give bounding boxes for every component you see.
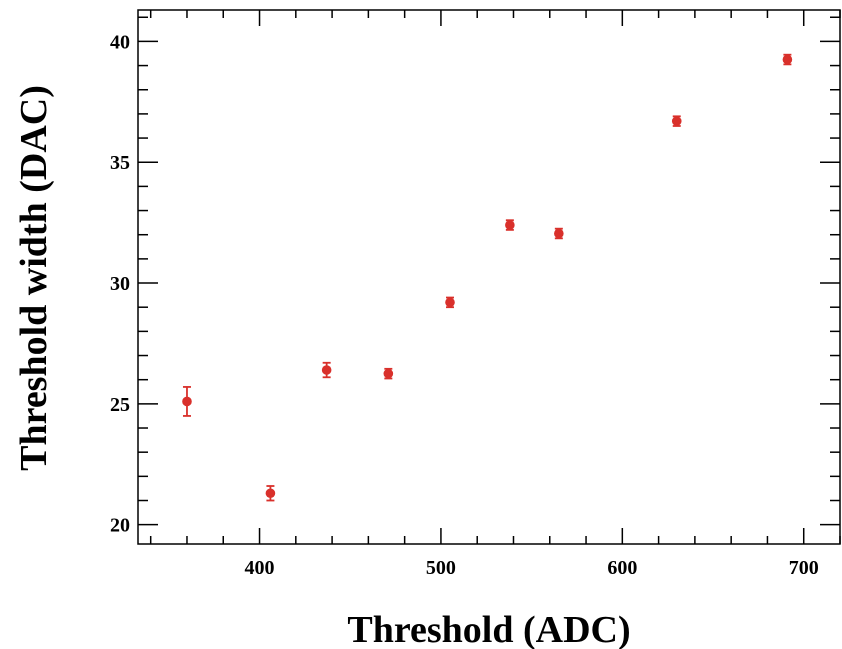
- y-tick-label: 20: [110, 515, 130, 537]
- point-marker: [265, 488, 276, 499]
- data-point: [554, 227, 564, 240]
- point-marker: [321, 365, 332, 375]
- data-point: [265, 485, 276, 502]
- x-tick-labels: 400 500 600 700: [245, 557, 819, 579]
- point-marker: [182, 396, 192, 407]
- point-marker: [671, 116, 682, 126]
- data-point: [782, 53, 793, 66]
- data-points: [182, 53, 793, 502]
- y-tick-label: 25: [110, 394, 130, 416]
- data-point: [505, 219, 515, 231]
- y-axis-title: Threshold width (DAC): [13, 85, 55, 471]
- x-tick-label: 700: [789, 557, 819, 579]
- point-marker: [445, 297, 455, 308]
- y-tick-labels: 20 25 30 35 40: [110, 31, 130, 536]
- y-tick-label: 30: [110, 273, 130, 295]
- data-point: [671, 115, 682, 127]
- x-tick-label: 600: [607, 557, 637, 579]
- y-tick-label: 35: [110, 152, 130, 174]
- point-marker: [383, 368, 394, 379]
- data-point: [383, 367, 394, 380]
- data-point: [445, 296, 455, 309]
- y-tick-label: 40: [110, 31, 130, 53]
- data-point: [182, 386, 192, 417]
- plot-frame: [137, 9, 841, 545]
- point-marker: [505, 220, 515, 230]
- data-point: [321, 361, 332, 379]
- x-tick-label: 400: [245, 557, 275, 579]
- axis-ticks: [138, 10, 841, 544]
- x-tick-label: 500: [426, 557, 456, 579]
- x-axis-title: Threshold (ADC): [347, 609, 630, 649]
- point-marker: [782, 54, 793, 65]
- point-marker: [554, 228, 564, 239]
